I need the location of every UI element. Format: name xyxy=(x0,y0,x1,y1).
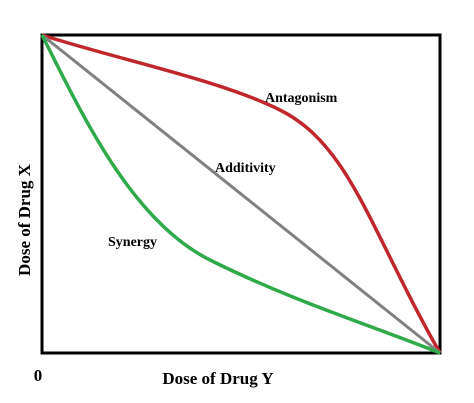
origin-label: 0 xyxy=(34,366,43,385)
x-axis-label: Dose of Drug Y xyxy=(162,369,273,388)
synergy-label: Synergy xyxy=(108,235,157,250)
additivity-label: Additivity xyxy=(215,161,276,176)
synergy-curve xyxy=(40,34,441,355)
antagonism-curve xyxy=(41,33,442,354)
y-axis-label: Dose of Drug X xyxy=(15,163,34,276)
plot-frame xyxy=(40,33,442,355)
additivity-line xyxy=(41,33,441,355)
antagonism-label: Antagonism xyxy=(265,91,338,106)
